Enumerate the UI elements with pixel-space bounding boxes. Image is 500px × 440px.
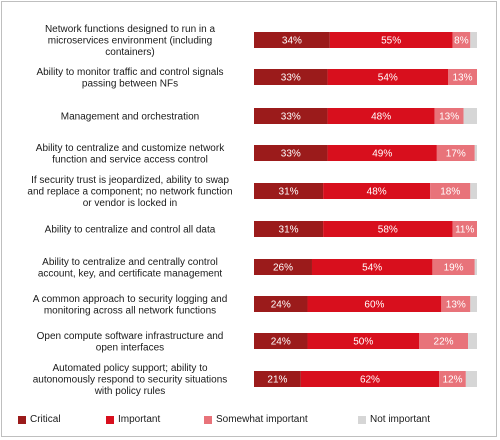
data-label: 60% <box>364 300 384 311</box>
category-label: Open compute software infrastructure and… <box>37 331 224 354</box>
bar-segment-critical <box>254 32 330 48</box>
bar-segment-critical <box>254 296 308 312</box>
data-label: 58% <box>378 225 398 236</box>
data-label: 48% <box>367 187 387 198</box>
bar-segment-somewhat-important <box>452 32 471 48</box>
data-label: 17% <box>446 149 466 160</box>
data-label: 34% <box>282 36 302 47</box>
data-label: 55% <box>381 36 401 47</box>
bar-segment-not-important <box>474 145 477 161</box>
data-label: 49% <box>372 149 392 160</box>
data-label: 22% <box>434 337 454 348</box>
category-label: If security trust is jeopardized, abilit… <box>27 175 232 209</box>
bar-segment-critical <box>254 259 312 275</box>
bar-segment-not-important <box>465 371 477 387</box>
data-label: 26% <box>273 263 293 274</box>
bar-segment-important <box>307 333 420 349</box>
data-label: 21% <box>267 375 287 386</box>
category-label: Ability to centralize and customize netw… <box>36 143 225 166</box>
bar-segment-somewhat-important <box>432 259 475 275</box>
data-label: 31% <box>279 187 299 198</box>
data-label: 12% <box>442 375 462 386</box>
data-label: 33% <box>281 112 301 123</box>
category-label: Ability to monitor traffic and control s… <box>36 67 223 90</box>
bar-segment-important <box>311 259 433 275</box>
bar-segment-important <box>327 145 437 161</box>
bar-segment-somewhat-important <box>434 108 464 124</box>
bar-segment-not-important <box>470 32 477 48</box>
bar-segment-important <box>323 221 453 237</box>
data-label: 50% <box>353 337 373 348</box>
legend-swatch <box>358 415 366 424</box>
data-label: 54% <box>362 263 382 274</box>
bar-segment-critical <box>254 183 324 199</box>
bar-segment-important <box>300 371 440 387</box>
bar-segment-critical <box>254 145 328 161</box>
bar-segment-important <box>323 183 431 199</box>
category-label: A common approach to security logging an… <box>33 294 228 317</box>
bar-segment-not-important <box>470 183 477 199</box>
bar-segment-somewhat-important <box>441 296 471 312</box>
category-label: Ability to centralize and centrally cont… <box>38 257 223 280</box>
legend-item: Not important <box>358 414 430 425</box>
legend-item: Somewhat important <box>204 414 308 425</box>
bar-segment-somewhat-important <box>436 145 475 161</box>
bar-segment-somewhat-important <box>439 371 466 387</box>
data-label: 13% <box>446 300 466 311</box>
data-label: 18% <box>440 187 460 198</box>
category-label: Management and orchestration <box>61 112 199 123</box>
data-label: 8% <box>454 36 469 47</box>
legend-swatch <box>204 415 212 424</box>
data-label: 24% <box>271 337 291 348</box>
data-label: 11% <box>455 225 474 236</box>
category-label: Automated policy support; ability to auto… <box>33 363 228 397</box>
bar-segment-critical <box>254 221 324 237</box>
data-label: 19% <box>444 263 464 274</box>
bar-segment-critical <box>254 371 301 387</box>
data-label: 33% <box>281 73 301 84</box>
data-label: 31% <box>279 225 299 236</box>
category-label: Ability to centralize and control all da… <box>45 225 216 236</box>
bar-segment-important <box>329 32 453 48</box>
data-label: 33% <box>281 149 301 160</box>
data-label: 54% <box>378 73 398 84</box>
bar-segment-important <box>327 69 449 85</box>
bar-segment-not-important <box>470 296 477 312</box>
bar-segment-somewhat-important <box>448 69 477 85</box>
legend-label: Not important <box>370 414 431 425</box>
legend-item: Important <box>106 414 160 425</box>
bar-segment-critical <box>254 108 328 124</box>
legend-item: Critical <box>18 414 61 425</box>
data-label: 62% <box>360 375 380 386</box>
bar-segment-important <box>307 296 442 312</box>
bar-segment-critical <box>254 333 308 349</box>
bar-segment-important <box>327 108 435 124</box>
bar-segment-not-important <box>468 333 477 349</box>
bar-segment-somewhat-important <box>430 183 471 199</box>
legend-label: Critical <box>30 414 61 425</box>
legend-label: Important <box>118 414 161 425</box>
bar-segment-somewhat-important <box>452 221 477 237</box>
data-label: 13% <box>452 73 472 84</box>
bar-segment-not-important <box>474 259 477 275</box>
bar-segment-not-important <box>463 108 477 124</box>
category-label: Network functions designed to run in a mi… <box>45 24 216 58</box>
legend-swatch <box>106 415 114 424</box>
bar-segment-somewhat-important <box>419 333 469 349</box>
legend-label: Somewhat important <box>216 414 308 425</box>
legend-swatch <box>18 415 26 424</box>
data-label: 13% <box>439 112 459 123</box>
chart-legend: Critical Important Somewhat important Not i… <box>18 414 488 430</box>
data-label: 24% <box>271 300 291 311</box>
bar-segment-critical <box>254 69 328 85</box>
data-label: 48% <box>371 112 391 123</box>
